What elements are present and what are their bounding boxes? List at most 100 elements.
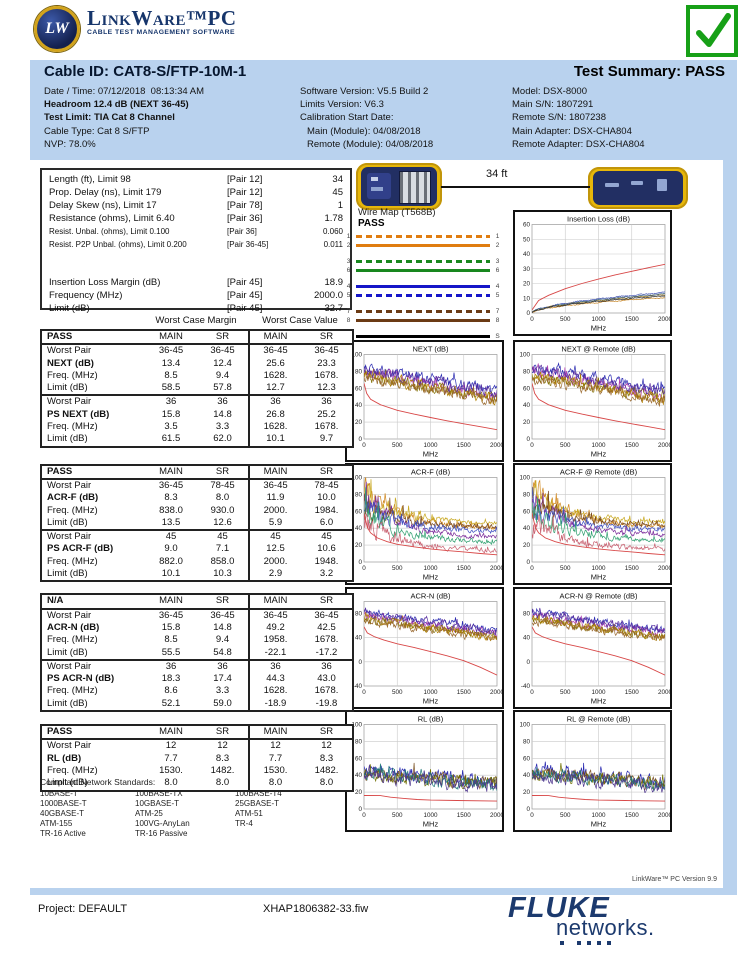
table-row-label: PS ACR-N (dB) [47, 673, 115, 685]
table-cell: 7.7 [164, 752, 178, 764]
y-tick-label: 20 [523, 789, 531, 796]
wire-pin-right: S [495, 333, 500, 340]
table-row: Freq. (MHz) 8.5 9.4 1628. 1678. [41, 369, 353, 383]
chart-next-remote: 0 500 1000 1500 2000 0 20 40 60 80 100 NEXT @ Remot… [513, 340, 672, 462]
table-row: Limit (dB) 8.0 8.0 8.0 8.0 [41, 777, 353, 791]
limit-line [532, 795, 665, 802]
x-tick-label: 2000 [490, 565, 502, 572]
table-cell: 43.0 [317, 673, 336, 685]
table-row-label: Worst Pair [47, 740, 92, 752]
table-cell: 5.9 [248, 516, 301, 531]
y-tick-label: 20 [355, 419, 363, 426]
series-line [364, 764, 497, 793]
y-tick-label: 60 [355, 385, 363, 392]
remote-tester-image [588, 167, 688, 209]
table-cell: 36-45 [210, 345, 235, 357]
summary-row: Insertion Loss Margin (dB) [Pair 45] 18.9 [42, 276, 350, 289]
page-frame-right [723, 160, 737, 895]
chart-title: RL @ Remote (dB) [567, 715, 631, 724]
table-cell: 36 [248, 394, 301, 409]
table-cell: 9.4 [215, 369, 230, 381]
table-cell: 54.8 [213, 646, 232, 658]
table-cell: 2.9 [248, 568, 301, 582]
summary-value: 34 [332, 174, 343, 185]
decorative [560, 941, 564, 945]
x-tick-label: 1500 [457, 565, 472, 572]
series-line [532, 487, 665, 533]
table-row-label: Limit (dB) [47, 646, 88, 658]
series-line [532, 768, 665, 791]
table-cell: 36-45 [314, 609, 339, 621]
standard-item: TR-4 [235, 819, 253, 828]
table-cell: 1482. [210, 764, 235, 776]
table-cell: 9.7 [319, 433, 334, 445]
x-tick-label: 2000 [658, 316, 670, 323]
y-tick-label: 20 [523, 281, 531, 288]
y-tick-label: 0 [358, 659, 362, 666]
footer-project: Project: DEFAULT [38, 903, 128, 915]
table-cell: 8.0 [164, 777, 178, 789]
chart-canvas: 0 500 1000 1500 2000 0 20 40 60 80 100 ACR-F @ Remo… [519, 468, 672, 582]
summary-label: Frequency (MHz) [49, 290, 123, 301]
table-cell: -22.1 [248, 646, 301, 660]
y-tick-label: 40 [523, 525, 531, 532]
table-cell: 13.4 [161, 357, 181, 369]
x-axis-label: MHz [423, 573, 439, 582]
y-tick-label: 80 [355, 738, 363, 745]
table-status: PASS [41, 330, 145, 346]
table-col-header: SR [197, 464, 249, 480]
y-tick-label: 20 [523, 542, 531, 549]
table-cell: 3.5 [164, 421, 178, 433]
summary-row: Delay Skew (ns), Limit 17 [Pair 78] 1 [42, 199, 350, 212]
series-line [532, 364, 665, 395]
table-cell: 36-45 [248, 608, 301, 622]
table-cell: 10.3 [213, 568, 232, 580]
table-cell: 36 [248, 658, 301, 674]
summary-row: Limit (dB) [Pair 45] 32.7 [42, 302, 350, 315]
summary-label: Delay Skew (ns), Limit 17 [49, 200, 157, 211]
table-cell: 36-45 [248, 478, 301, 493]
series-line [364, 481, 497, 540]
logo-text: LinkWare™PC CABLE TEST MANAGEMENT SOFTWA… [87, 6, 237, 37]
table-row-label: PS ACR-F (dB) [47, 543, 114, 555]
main-tester-screen [399, 171, 431, 204]
wire-line [356, 335, 490, 338]
standard-item: 100BASE-TX [135, 789, 183, 798]
table-col-header: MAIN [145, 725, 197, 741]
table-cell: 6.0 [319, 516, 334, 528]
table-cell: 1678. [314, 685, 339, 697]
standard-item: ATM-25 [135, 809, 163, 818]
chart-title: NEXT @ Remote (dB) [561, 345, 636, 354]
chart-title: NEXT (dB) [412, 345, 449, 354]
x-tick-label: 0 [362, 565, 366, 572]
table-cell: 1678. [314, 421, 339, 433]
table-row-label: Limit (dB) [47, 382, 88, 394]
limit-line [532, 383, 665, 431]
chart-next: 0 500 1000 1500 2000 0 20 40 60 80 100 NEXT (dB) MHz [345, 340, 504, 462]
chart-title: ACR-N (dB) [410, 592, 451, 601]
y-tick-label: 50 [523, 236, 531, 243]
result-tables: PASS MAIN SR MAIN SR Worst Pair 36-45 36-45 36-4… [40, 329, 354, 792]
cable-length-label: 34 ft [486, 168, 508, 180]
summary-value: 45 [332, 187, 343, 198]
wire-line [356, 269, 490, 272]
test-summary-label: Test Summary: [573, 63, 682, 80]
header-line: Headroom 12.4 dB (NEXT 36-45) [44, 99, 189, 111]
y-tick-label: 10 [523, 295, 531, 302]
table-row-label: Limit (dB) [47, 568, 88, 580]
cable-id: Cable ID: CAT8-S/FTP-10M-1 [44, 63, 246, 80]
worst-case-value-header: Worst Case Value [262, 315, 338, 326]
pass-checkmark-icon [686, 5, 738, 57]
table-cell: 8.3 [319, 752, 334, 764]
table-cell: 13.5 [161, 516, 181, 528]
x-tick-label: 1500 [625, 689, 640, 696]
table-col-header: SR [301, 464, 353, 480]
y-tick-label: 0 [526, 559, 530, 566]
limit-line [364, 795, 497, 802]
header-line: Main Adapter: DSX-CHA804 [512, 125, 632, 137]
y-tick-label: 30 [523, 266, 531, 273]
table-row: Worst Pair 45 45 45 45 [41, 529, 353, 544]
chart-acrf-remote: 0 500 1000 1500 2000 0 20 40 60 80 100 ACR-F @ Remo… [513, 463, 672, 585]
